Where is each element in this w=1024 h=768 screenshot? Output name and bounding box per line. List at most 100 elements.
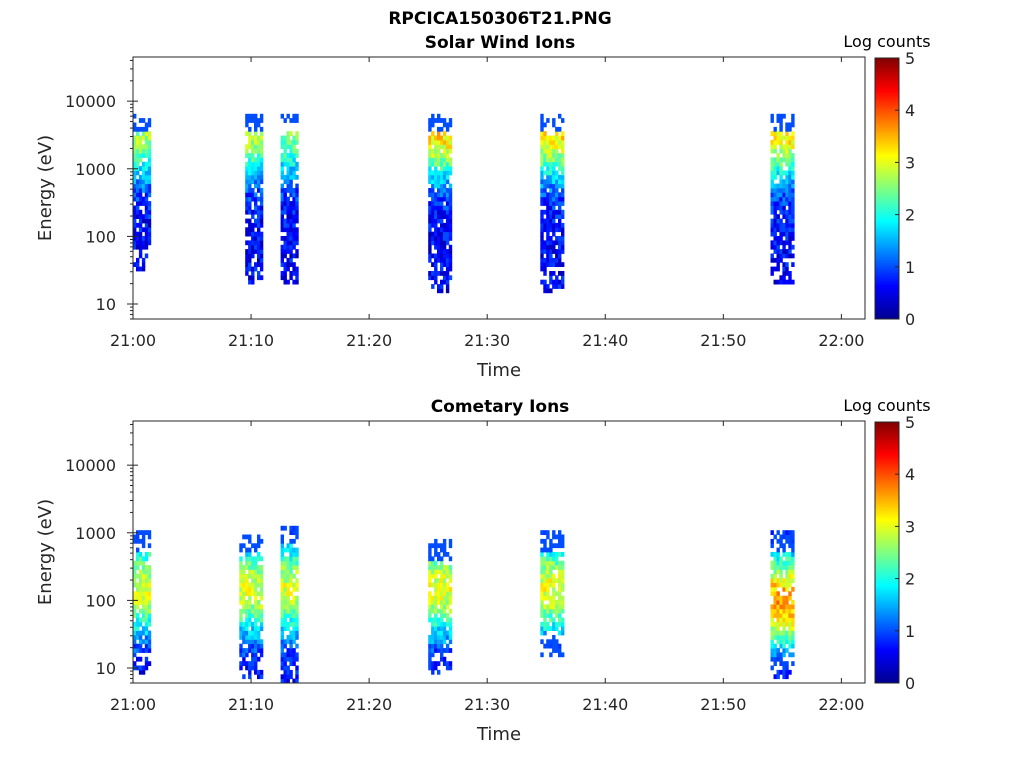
spectrogram-cell — [280, 665, 284, 671]
spectrogram-cell — [561, 153, 565, 158]
spectrogram-cell — [442, 131, 447, 136]
spectrogram-cell — [543, 569, 547, 575]
spectrogram-cell — [448, 244, 453, 250]
spectrogram-cell — [141, 534, 146, 540]
spectrogram-cell — [558, 530, 562, 535]
spectrogram-cell — [552, 249, 556, 254]
spectrogram-cell — [445, 122, 450, 128]
spectrogram-cell — [770, 179, 774, 185]
spectrogram-cell — [785, 266, 789, 272]
spectrogram-cell — [138, 153, 143, 158]
spectrogram-cell — [788, 122, 792, 128]
spectrogram-cell — [138, 253, 143, 259]
spectrogram-cell — [295, 617, 299, 623]
spectrogram-cell — [558, 595, 562, 601]
spectrogram-cell — [546, 547, 550, 553]
spectrogram-cell — [431, 188, 435, 193]
spectrogram-cell — [448, 140, 453, 145]
spectrogram-cell — [448, 201, 453, 206]
spectrogram-cell — [280, 201, 284, 206]
spectrogram-cell — [561, 161, 565, 167]
spectrogram-cell — [776, 113, 780, 119]
spectrogram-cell — [776, 582, 780, 588]
spectrogram-cell — [440, 271, 444, 276]
spectrogram-cell — [239, 560, 243, 566]
spectrogram-cell — [280, 595, 284, 601]
spectrogram-cell — [779, 275, 783, 281]
spectrogram-cell — [141, 538, 146, 544]
spectrogram-cell — [280, 188, 284, 193]
spectrogram-cell — [546, 613, 550, 618]
spectrogram-cell — [292, 573, 296, 579]
spectrogram-cell — [788, 643, 792, 649]
spectrogram-cell — [779, 209, 783, 215]
spectrogram-cell — [147, 153, 152, 158]
spectrogram-cell — [141, 188, 146, 193]
spectrogram-cell — [292, 174, 296, 180]
spectrogram-cell — [133, 218, 137, 224]
spectrogram-cell — [280, 617, 284, 623]
spectrogram-cell — [136, 135, 140, 141]
spectrogram-cell — [788, 569, 792, 575]
spectrogram-cell — [779, 144, 783, 150]
spectrogram-cell — [257, 626, 261, 631]
spectrogram-cell — [442, 565, 447, 570]
spectrogram-cell — [561, 284, 565, 289]
spectrogram-cell — [259, 157, 264, 163]
spectrogram-cell — [540, 639, 544, 645]
spectrogram-cell — [555, 192, 559, 198]
spectrogram-cell — [147, 236, 152, 241]
spectrogram-cell — [133, 174, 137, 180]
spectrogram-cell — [434, 174, 438, 180]
spectrogram-cell — [295, 552, 299, 557]
spectrogram-cell — [434, 153, 438, 158]
spectrogram-cell — [773, 192, 777, 198]
spectrogram-cell — [292, 140, 296, 145]
spectrogram-cell — [257, 635, 261, 640]
spectrogram-cell — [141, 600, 146, 605]
spectrogram-cell — [552, 565, 556, 570]
spectrogram-cell — [555, 639, 559, 645]
spectrogram-cell — [292, 586, 296, 592]
spectrogram-cell — [138, 639, 143, 645]
spectrogram-cell — [428, 591, 432, 597]
spectrogram-cell — [543, 279, 547, 285]
spectrogram-cell — [555, 648, 559, 653]
spectrogram-cell — [779, 538, 783, 544]
spectrogram-cell — [251, 586, 255, 592]
spectrogram-cell — [147, 183, 152, 189]
spectrogram-cell — [540, 135, 544, 141]
spectrogram-cell — [133, 214, 137, 219]
spectrogram-cell — [445, 275, 450, 281]
spectrogram-cell — [773, 635, 777, 640]
spectrogram-cell — [147, 179, 152, 185]
spectrogram-cell — [245, 661, 249, 666]
spectrogram-cell — [776, 135, 780, 141]
spectrogram-cell — [292, 262, 296, 267]
spectrogram-cell — [782, 214, 786, 219]
spectrogram-cell — [280, 621, 284, 627]
spectrogram-cell — [776, 626, 780, 631]
spectrogram-cell — [546, 253, 550, 259]
spectrogram-cell — [791, 661, 795, 666]
spectrogram-cell — [779, 157, 783, 163]
spectrogram-cell — [138, 578, 143, 583]
spectrogram-cell — [259, 275, 264, 281]
spectrogram-cell — [773, 131, 777, 136]
spectrogram-cell — [138, 595, 143, 601]
spectrogram-cell — [289, 661, 293, 666]
spectrogram-cell — [133, 196, 137, 202]
spectrogram-cell — [561, 608, 565, 614]
spectrogram-cell — [543, 153, 547, 158]
spectrogram-cell — [561, 600, 565, 605]
spectrogram-cell — [283, 661, 287, 666]
spectrogram-cell — [791, 118, 795, 123]
spectrogram-cell — [540, 113, 544, 119]
spectrogram-cell — [546, 170, 550, 176]
spectrogram-cell — [434, 552, 438, 557]
spectrogram-cell — [776, 279, 780, 285]
spectrogram-cell — [144, 244, 149, 250]
spectrogram-cell — [242, 582, 246, 588]
spectrogram-cell — [251, 573, 255, 579]
spectrogram-cell — [558, 249, 562, 254]
